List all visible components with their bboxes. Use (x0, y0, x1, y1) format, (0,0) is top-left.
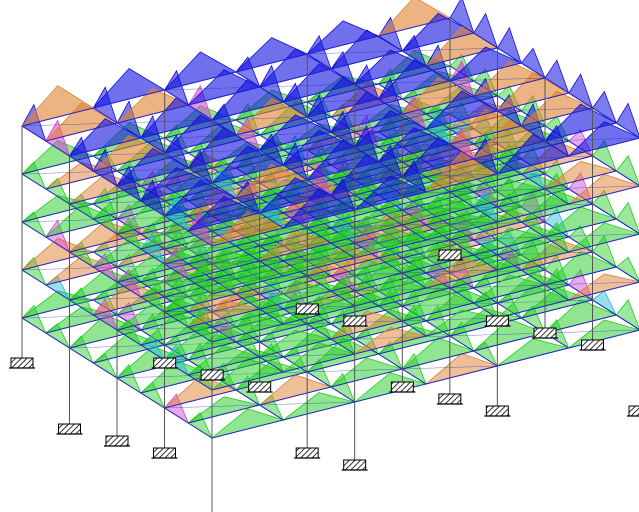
fixed-support-icon (628, 405, 639, 417)
brace-line (212, 116, 308, 121)
fixed-support-icon (533, 327, 557, 339)
fixed-support-icon (105, 435, 129, 447)
beam-line-z (69, 47, 498, 157)
fixed-support-icon (153, 357, 177, 369)
fixed-support-icon (295, 447, 319, 459)
beam-line-z (211, 137, 639, 247)
fixed-support-icon (486, 315, 509, 327)
fixed-support-icon (438, 249, 462, 261)
brace-line (69, 152, 165, 157)
beam-line-z (21, 65, 451, 175)
beam-line-z (211, 329, 639, 439)
roof-level (20, 0, 639, 247)
brace-line (164, 86, 260, 91)
fixed-support-icon (581, 339, 604, 351)
floor-levels-layer (20, 0, 639, 440)
beam-line-z (211, 185, 639, 295)
beam-line-z (164, 203, 593, 313)
beam-line-z (116, 173, 546, 283)
fixed-support-icon (343, 315, 367, 327)
fixed-support-icon (390, 381, 414, 393)
fixed-support-icon (295, 303, 319, 315)
fixed-support-icon (58, 423, 81, 435)
brace-line (307, 50, 403, 55)
beam-line-z (164, 299, 593, 409)
beam-line-z (21, 17, 451, 127)
supports-layer (9, 249, 639, 471)
beam-line-z (116, 269, 546, 379)
fixed-support-icon (248, 381, 272, 393)
fixed-support-icon (343, 459, 367, 471)
beam-line-z (69, 95, 498, 205)
fixed-support-icon (153, 447, 176, 459)
brace-line (21, 122, 118, 127)
beam-line-z (116, 221, 546, 331)
fixed-support-icon (485, 405, 509, 417)
fixed-support-icon (10, 357, 34, 369)
brace-line (354, 80, 450, 85)
fixed-support-icon (438, 393, 462, 405)
beam-line-z (211, 281, 639, 391)
beam-line-z (164, 107, 593, 217)
beam-line-z (116, 125, 546, 235)
fixed-support-icon (200, 369, 224, 381)
beam-line-z (164, 155, 593, 265)
beam-line-z (116, 77, 546, 187)
beam-line-z (211, 233, 639, 343)
beam-line-z (164, 251, 593, 361)
